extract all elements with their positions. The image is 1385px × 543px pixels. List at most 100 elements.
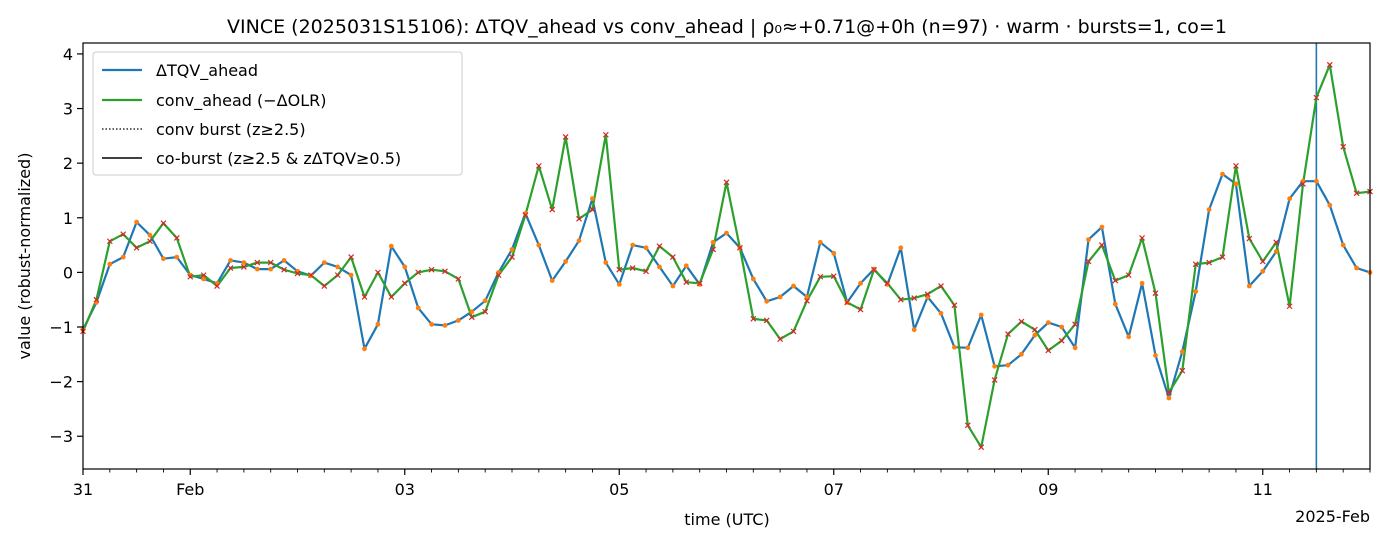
legend-label-conv-burst: conv burst (z≥2.5): [156, 120, 306, 139]
tqv-point: [1019, 351, 1024, 357]
conv-point: [1152, 290, 1159, 297]
tqv-point: [268, 266, 274, 272]
tqv-point: [1045, 320, 1051, 325]
conv-point: [160, 220, 167, 227]
conv-point: [750, 315, 757, 322]
tqv-point: [549, 278, 555, 283]
conv-point: [187, 273, 194, 280]
tqv-point: [1059, 324, 1065, 330]
conv-point: [281, 266, 288, 273]
conv-point: [1112, 277, 1119, 284]
conv-point: [388, 294, 395, 300]
y-axis-label: value (robust-normalized): [15, 153, 34, 360]
conv-point: [522, 212, 529, 218]
tqv-point: [1072, 345, 1078, 351]
conv-point: [817, 273, 824, 280]
tqv-point: [1032, 332, 1038, 338]
tqv-point: [750, 276, 756, 282]
conv-point: [978, 444, 985, 451]
conv-point: [1085, 258, 1092, 265]
conv-point: [442, 268, 448, 275]
tqv-point: [1246, 283, 1252, 289]
tqv-point: [603, 260, 609, 265]
conv-point: [857, 306, 864, 313]
conv-point: [589, 206, 596, 213]
x-tick-label: 07: [824, 480, 844, 499]
tqv-point: [228, 258, 233, 263]
conv-point: [1273, 239, 1280, 246]
conv-point: [629, 265, 636, 271]
x-axis-offset-label: 2025-Feb: [1295, 507, 1370, 526]
conv-point: [1045, 347, 1052, 354]
tqv-point: [1340, 242, 1346, 248]
conv-point: [428, 266, 435, 273]
y-tick-label: 1: [63, 209, 73, 228]
tqv-point: [670, 283, 676, 289]
conv-point: [924, 291, 931, 298]
tqv-point: [120, 254, 126, 260]
conv-point: [804, 297, 810, 304]
conv-point: [844, 299, 851, 306]
tqv-point: [456, 318, 461, 323]
tqv-point: [992, 363, 997, 369]
legend-label-co-burst: co-burst (z≥2.5 & zΔTQV≥0.5): [156, 149, 401, 168]
conv-point: [401, 280, 408, 287]
conv-point: [562, 134, 569, 140]
tqv-point: [161, 256, 166, 262]
legend-label-conv: conv_ahead (−ΔOLR): [156, 91, 327, 111]
conv-point: [307, 272, 314, 279]
tqv-point: [1193, 289, 1199, 294]
tqv-point: [1233, 181, 1239, 187]
tqv-point: [1179, 349, 1185, 354]
tqv-point: [978, 312, 984, 318]
conv-point: [1125, 272, 1132, 279]
y-tick-label: 3: [63, 100, 73, 119]
y-tick-label: −3: [49, 427, 73, 446]
legend-frame: [92, 51, 463, 176]
tqv-point: [429, 321, 434, 327]
conv-point: [495, 272, 502, 279]
conv-point: [1326, 61, 1333, 68]
conv-point: [911, 295, 918, 301]
tqv-point: [952, 344, 957, 350]
tqv-point: [590, 196, 595, 202]
tqv-point: [791, 283, 796, 289]
tqv-point: [1354, 265, 1359, 271]
conv-point: [884, 280, 891, 287]
y-tick-label: 4: [63, 45, 73, 64]
tqv-point: [1220, 171, 1225, 177]
tqv-point: [241, 260, 247, 265]
conv-point: [710, 246, 717, 253]
conv-point: [1259, 258, 1266, 265]
tqv-point: [335, 264, 341, 270]
conv-point: [643, 268, 649, 275]
conv-point: [348, 254, 355, 261]
conv-point: [214, 283, 220, 289]
tqv-point: [388, 243, 394, 249]
conv-point: [93, 296, 100, 303]
tqv-point: [1327, 202, 1333, 208]
conv-point: [549, 206, 556, 213]
tqv-point: [1139, 280, 1145, 286]
tqv-point: [174, 254, 180, 260]
conv-point: [830, 273, 837, 280]
x-tick-label: 09: [1038, 480, 1058, 499]
tqv-point: [831, 250, 837, 256]
tqv-point: [402, 264, 408, 270]
conv-point: [468, 314, 475, 321]
tqv-point: [817, 239, 823, 245]
conv-point: [294, 270, 301, 277]
conv-point: [147, 238, 153, 245]
conv-point: [1098, 242, 1105, 249]
conv-point: [1005, 331, 1011, 338]
tqv-point: [375, 321, 381, 327]
tqv-point: [683, 263, 689, 269]
conv-point: [602, 131, 609, 138]
conv-point: [723, 179, 730, 186]
tqv-point: [1112, 301, 1118, 307]
conv-point: [1206, 259, 1213, 266]
conv-point: [321, 283, 328, 289]
tqv-point: [254, 266, 260, 272]
tqv-point: [643, 245, 649, 251]
conv-point: [1233, 162, 1239, 169]
